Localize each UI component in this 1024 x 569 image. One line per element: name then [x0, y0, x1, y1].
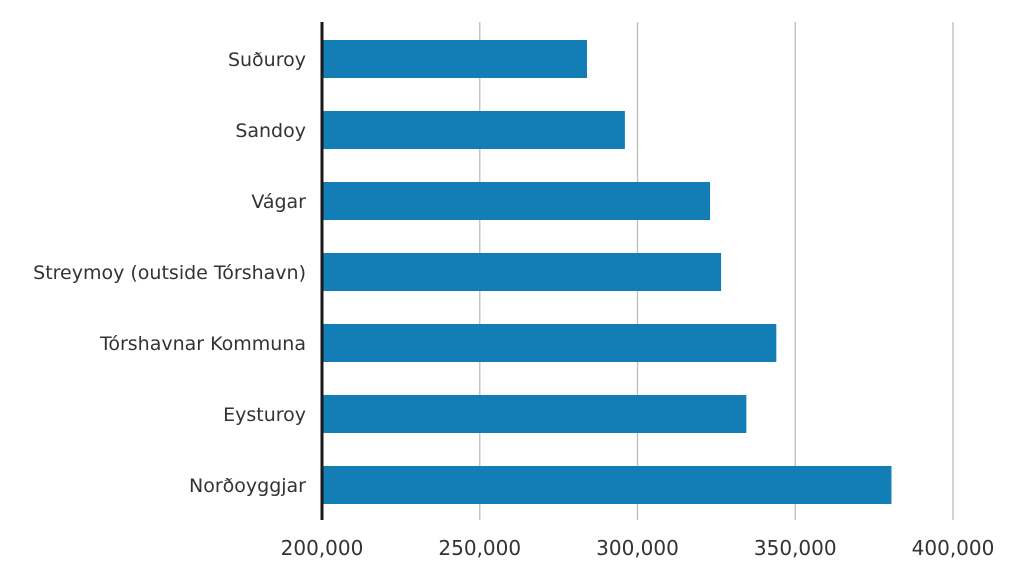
category-label: Eysturoy [223, 404, 306, 426]
category-labels: Suðuroy Sandoy Vágar Streymoy (outside Tórs… [33, 49, 306, 497]
bar [322, 111, 625, 149]
bars [322, 40, 892, 504]
category-label: Vágar [251, 191, 306, 213]
x-tick-label: 200,000 [281, 536, 364, 560]
x-axis-tick-labels: 200,000 250,000 300,000 350,000 400,000 [281, 536, 995, 560]
x-tick-label: 400,000 [912, 536, 995, 560]
x-tick-label: 250,000 [438, 536, 521, 560]
category-label: Norðoyggjar [189, 475, 306, 497]
bar [322, 395, 747, 433]
bar [322, 40, 588, 78]
bar [322, 182, 711, 220]
category-label: Tórshavnar Kommuna [99, 333, 306, 355]
category-label: Streymoy (outside Tórshavn) [33, 262, 306, 284]
x-tick-label: 300,000 [596, 536, 679, 560]
category-label: Suðuroy [228, 49, 306, 71]
bar [322, 253, 722, 291]
category-label: Sandoy [235, 120, 306, 142]
bar [322, 324, 777, 362]
x-tick-label: 350,000 [754, 536, 837, 560]
bar [322, 466, 892, 504]
